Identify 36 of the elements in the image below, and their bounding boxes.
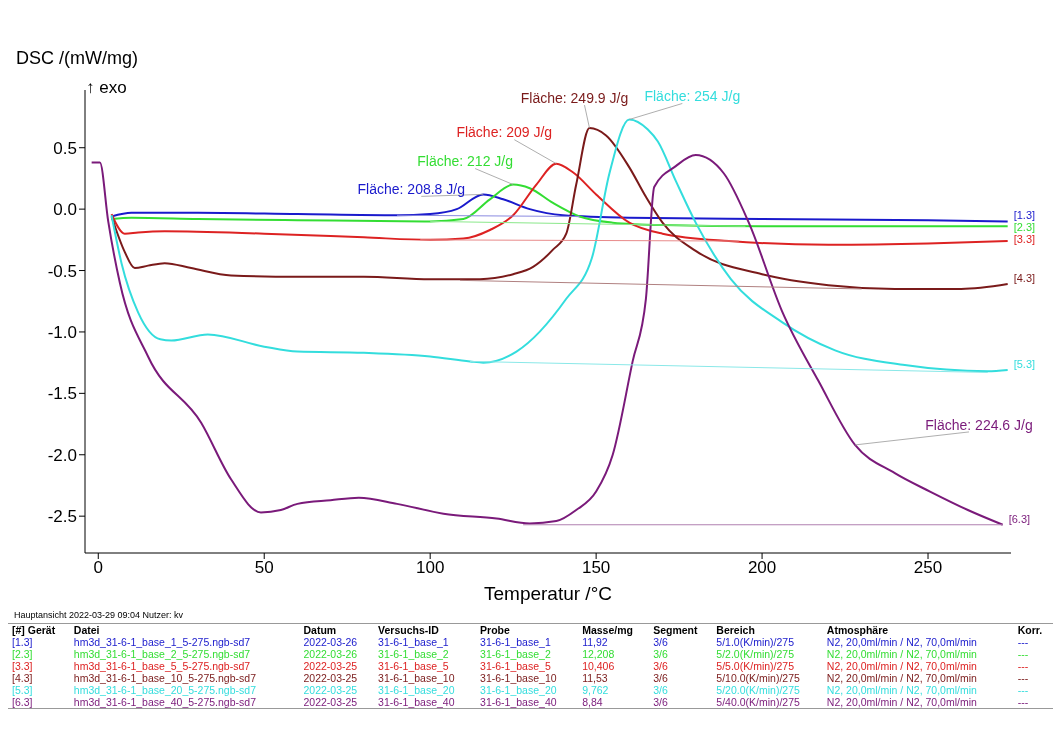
text: [4.3] hm3d_31-6-1_base_10_5-275.ngb-sd7 2022-03-25 31-6-1_base_10 31-6-1_base_10 11,53 3/6 5/10.0(K/min)/275 N2, 20,0ml/min / N2, 70,0ml/min ---	[12, 672, 1029, 684]
y-tick-label: 0.0	[53, 200, 77, 220]
annotation: Fläche: 224.6 J/g	[925, 416, 1033, 433]
x-tick-label: 0	[93, 558, 104, 578]
y-tick-label: -2.5	[47, 507, 77, 527]
x-tick-label: 50	[254, 558, 274, 578]
x-tick-label: 200	[747, 558, 777, 578]
annotation: Fläche: 209 J/g	[456, 124, 553, 141]
y-axis-title: DSC /(mW/mg)	[16, 48, 138, 69]
annotation: Fläche: 254 J/g	[644, 88, 741, 105]
y-tick-label: -1.5	[47, 384, 77, 404]
text: [3.3] hm3d_31-6-1_base_5_5-275.ngb-sd7 2022-03-25 31-6-1_base_5 31-6-1_base_5 10,406 3/6 5/5.0(K/min)/275 N2, 20,0ml/min / N2, 70,0ml/min ---	[12, 660, 1029, 672]
text: [#] Gerät Datei Datum Versuchs-ID Probe Masse/mg Segment Bereich Atmosphäre Korr.	[12, 624, 1043, 636]
text: [1.3] hm3d_31-6-1_base_1_5-275.ngb-sd7 2022-03-26 31-6-1_base_1 31-6-1_base_1 11,92 3/6 5/1.0(K/min)/275 N2, 20,0ml/min / N2, 70,0ml/min ---	[12, 636, 1029, 648]
series-label: [5.3]	[1013, 357, 1036, 370]
annotation: Fläche: 249.9 J/g	[520, 89, 629, 106]
y-tick-label: -0.5	[47, 261, 77, 281]
y-tick-label: -1.0	[47, 322, 77, 342]
x-axis-title: Temperatur /°C	[484, 583, 612, 604]
text: [6.3] hm3d_31-6-1_base_40_5-275.ngb-sd7 2022-03-25 31-6-1_base_40 31-6-1_base_40 8,84 3/6 5/40.0(K/min)/275 N2, 20,0ml/min / N2, 70,0ml/min ---	[12, 696, 1029, 708]
series-label: [3.3]	[1013, 233, 1036, 246]
annotation: Fläche: 212 J/g	[417, 153, 514, 170]
series-label: [4.3]	[1013, 271, 1036, 284]
x-tick-label: 150	[581, 558, 611, 578]
y-tick-label: -2.0	[47, 445, 77, 465]
annotation: ↑ exo	[86, 78, 127, 98]
y-tick-label: 0.5	[53, 138, 77, 158]
series-label: [6.3]	[1008, 512, 1031, 525]
text: Hauptansicht 2022-03-29 09:04 Nutzer: kv	[14, 610, 185, 620]
series-label: [1.3]	[1013, 209, 1036, 222]
series-label: [2.3]	[1013, 221, 1036, 234]
annotation: Fläche: 208.8 J/g	[357, 181, 465, 198]
text: [2.3] hm3d_31-6-1_base_2_5-275.ngb-sd7 2022-03-26 31-6-1_base_2 31-6-1_base_2 12,208 3/6 5/2.0(K/min)/275 N2, 20,0ml/min / N2, 70,0ml/min ---	[12, 648, 1029, 660]
text: [5.3] hm3d_31-6-1_base_20_5-275.ngb-sd7 2022-03-25 31-6-1_base_20 31-6-1_base_20 9,762 3/6 5/20.0(K/min)/275 N2, 20,0ml/min / N2, 70,0ml/min ---	[12, 684, 1029, 696]
x-tick-label: 250	[913, 558, 943, 578]
x-tick-label: 100	[415, 558, 445, 578]
